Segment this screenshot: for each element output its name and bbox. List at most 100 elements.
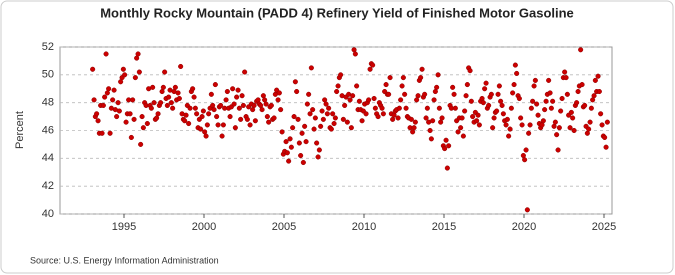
data-point: [99, 130, 105, 136]
data-point: [442, 146, 448, 152]
data-point: [320, 116, 326, 122]
x-tick-label: 2020: [512, 221, 536, 233]
data-point: [578, 47, 584, 53]
data-point: [307, 111, 313, 117]
data-point: [211, 107, 217, 113]
data-point: [335, 83, 341, 89]
data-point: [236, 105, 242, 111]
data-point: [530, 98, 536, 104]
data-point: [491, 115, 497, 121]
data-point: [459, 115, 465, 121]
data-point: [219, 133, 225, 139]
data-point: [204, 122, 210, 128]
data-point: [467, 68, 473, 74]
data-point: [240, 102, 246, 108]
data-point: [159, 88, 165, 95]
data-point: [138, 141, 144, 147]
data-point: [396, 105, 402, 111]
data-point: [235, 87, 241, 93]
data-point: [398, 97, 404, 103]
data-point: [227, 114, 233, 120]
data-point: [239, 93, 245, 99]
data-point: [431, 97, 437, 103]
data-point: [423, 115, 429, 121]
x-tick-label: 2015: [432, 221, 456, 233]
data-point: [522, 157, 528, 163]
data-point: [351, 47, 357, 53]
data-point: [276, 90, 282, 96]
data-point: [480, 100, 486, 106]
data-point: [352, 51, 358, 57]
data-point: [91, 97, 97, 103]
data-point: [251, 102, 257, 108]
data-point: [470, 114, 476, 120]
data-point: [498, 98, 504, 104]
data-point: [488, 91, 494, 97]
data-point: [575, 88, 581, 95]
data-point: [263, 101, 269, 107]
data-point: [367, 66, 373, 72]
data-point: [331, 120, 337, 127]
data-point: [460, 133, 466, 139]
data-point: [350, 93, 356, 99]
data-point: [570, 115, 576, 121]
data-point: [298, 153, 304, 159]
data-point: [400, 75, 406, 81]
data-point: [247, 122, 253, 128]
data-point: [182, 118, 188, 124]
data-point: [599, 122, 605, 128]
data-point: [260, 93, 266, 99]
data-point: [134, 55, 140, 61]
data-point: [290, 125, 296, 131]
y-tick-label: 46: [42, 124, 54, 136]
data-point: [539, 122, 545, 128]
data-point: [555, 147, 561, 153]
data-point: [215, 122, 221, 128]
data-point: [334, 88, 340, 95]
data-point: [574, 100, 580, 106]
data-point: [324, 111, 330, 117]
data-point: [458, 125, 464, 131]
data-point: [430, 118, 436, 124]
data-point: [252, 118, 258, 124]
data-point: [439, 115, 445, 121]
data-point: [136, 69, 142, 75]
data-point: [386, 91, 392, 97]
data-point: [172, 84, 178, 90]
data-point: [234, 94, 240, 100]
data-point: [408, 116, 414, 122]
data-point: [524, 207, 530, 213]
data-point: [562, 69, 568, 75]
data-point: [102, 94, 108, 100]
data-point: [372, 105, 378, 111]
data-point: [551, 123, 557, 129]
data-point: [232, 125, 238, 131]
data-point: [191, 94, 197, 100]
data-point: [582, 102, 588, 108]
data-point: [455, 129, 461, 135]
data-point: [140, 125, 146, 131]
data-point: [332, 115, 338, 121]
data-point: [278, 107, 284, 113]
data-point: [310, 107, 316, 113]
data-point: [595, 73, 601, 79]
data-point: [414, 97, 420, 103]
data-point: [287, 136, 293, 142]
data-point: [175, 90, 181, 96]
data-point: [366, 97, 372, 103]
data-point: [242, 69, 248, 75]
data-point: [178, 63, 184, 70]
data-point: [547, 90, 553, 96]
data-point: [312, 115, 318, 121]
data-point: [160, 84, 166, 90]
data-point: [370, 62, 376, 68]
data-point: [468, 98, 474, 104]
data-point: [266, 119, 272, 125]
data-point: [591, 93, 597, 99]
data-point: [563, 75, 569, 81]
data-point: [208, 91, 214, 97]
data-point: [434, 84, 440, 90]
data-point: [342, 102, 348, 108]
data-point: [304, 101, 310, 107]
data-point: [200, 108, 206, 114]
